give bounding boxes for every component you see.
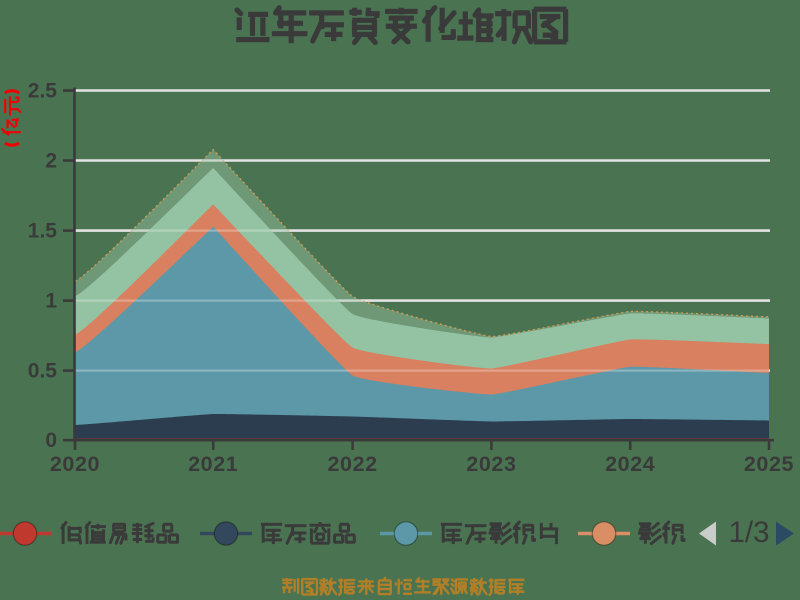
svg-text:2.5: 2.5 (28, 80, 58, 103)
svg-text:0: 0 (45, 429, 57, 452)
svg-text:2021: 2021 (188, 452, 238, 476)
svg-text:0.5: 0.5 (28, 360, 58, 383)
svg-text:1/3: 1/3 (728, 516, 769, 549)
svg-text:2023: 2023 (466, 452, 516, 476)
svg-text:2022: 2022 (327, 452, 377, 476)
svg-text:2025: 2025 (744, 452, 794, 476)
svg-text:2024: 2024 (605, 452, 655, 476)
svg-text:2: 2 (45, 150, 57, 173)
svg-text:2020: 2020 (50, 452, 100, 476)
svg-text:1: 1 (45, 290, 57, 313)
svg-text:1.5: 1.5 (28, 220, 58, 243)
